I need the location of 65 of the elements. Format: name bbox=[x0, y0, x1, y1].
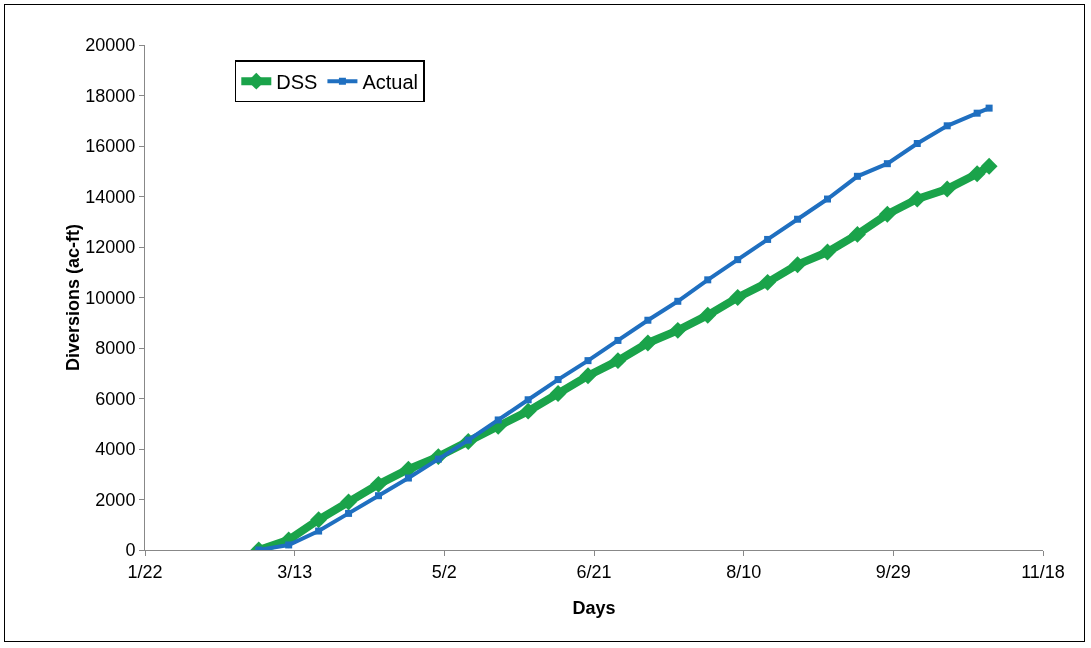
y-tick-label: 18000 bbox=[85, 85, 136, 106]
y-tick-label: 2000 bbox=[95, 489, 136, 510]
point bbox=[973, 109, 981, 117]
point bbox=[579, 367, 597, 385]
x-tick-label: 3/13 bbox=[277, 561, 313, 582]
x-axis-title: Days bbox=[572, 598, 616, 618]
point bbox=[819, 243, 836, 261]
point bbox=[639, 334, 657, 352]
point bbox=[908, 190, 926, 208]
x-tick-label: 8/10 bbox=[726, 561, 762, 582]
point bbox=[669, 321, 687, 339]
point bbox=[823, 195, 831, 203]
point bbox=[794, 215, 802, 223]
point bbox=[345, 509, 353, 517]
point bbox=[699, 306, 717, 324]
point bbox=[315, 527, 323, 535]
y-axis-title: Diversions (ac-ft) bbox=[63, 223, 84, 372]
legend-label: DSS bbox=[276, 70, 318, 93]
legend-label: Actual bbox=[362, 70, 419, 93]
x-tick-label: 6/21 bbox=[576, 561, 612, 582]
y-tick-label: 4000 bbox=[95, 439, 136, 460]
y-tick-label: 20000 bbox=[85, 35, 136, 56]
y-tick-label: 8000 bbox=[95, 338, 136, 359]
x-tick-label: 1/22 bbox=[127, 561, 163, 582]
y-tick-label: 12000 bbox=[85, 237, 136, 258]
point bbox=[549, 385, 567, 402]
point bbox=[404, 474, 412, 482]
point bbox=[764, 235, 772, 243]
point bbox=[913, 139, 921, 147]
point bbox=[853, 172, 861, 180]
point bbox=[554, 376, 562, 384]
point bbox=[644, 316, 652, 324]
point bbox=[980, 157, 998, 175]
point bbox=[883, 160, 891, 168]
point bbox=[943, 122, 951, 130]
point bbox=[729, 289, 747, 306]
point bbox=[968, 165, 986, 183]
point bbox=[704, 276, 712, 284]
y-tick-label: 10000 bbox=[85, 287, 136, 308]
point bbox=[370, 475, 387, 493]
point bbox=[848, 225, 866, 243]
point bbox=[609, 352, 627, 370]
point bbox=[759, 273, 777, 291]
point bbox=[789, 256, 806, 274]
y-tick-label: 14000 bbox=[85, 186, 136, 207]
point bbox=[878, 205, 896, 223]
point bbox=[340, 493, 357, 511]
point bbox=[614, 336, 622, 344]
point bbox=[584, 357, 592, 365]
point bbox=[524, 396, 532, 404]
point bbox=[494, 416, 502, 424]
point bbox=[734, 256, 742, 264]
point bbox=[285, 541, 293, 549]
x-tick-label: 5/2 bbox=[431, 561, 457, 582]
point bbox=[674, 297, 682, 305]
point bbox=[938, 180, 956, 198]
point bbox=[985, 104, 993, 112]
point bbox=[519, 402, 537, 420]
y-tick-label: 16000 bbox=[85, 136, 136, 157]
y-tick-label: 0 bbox=[125, 540, 136, 561]
y-tick-label: 6000 bbox=[95, 388, 136, 409]
point bbox=[374, 492, 382, 500]
x-tick-label: 9/29 bbox=[875, 561, 911, 582]
x-tick-label: 11/18 bbox=[1021, 561, 1065, 582]
point bbox=[310, 511, 328, 529]
